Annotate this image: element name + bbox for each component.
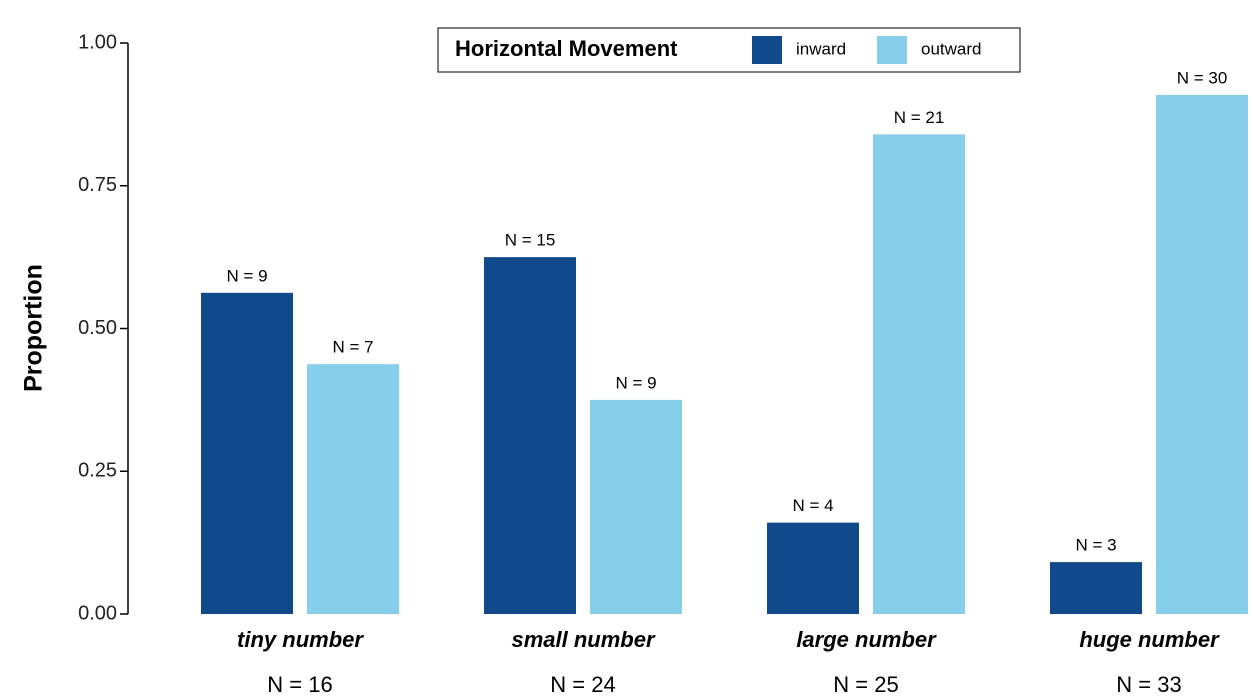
bar [873,134,965,615]
legend-swatch [877,36,907,64]
y-tick-label: 0.00 [78,602,117,624]
legend-label: outward [921,39,981,58]
legend-swatch [752,36,782,64]
category-count: N = 33 [1116,672,1181,697]
legend-title: Horizontal Movement [455,36,678,61]
data-label: N = 7 [332,338,373,357]
data-label: N = 4 [792,496,833,515]
x-tick-label: huge number [1079,627,1220,652]
legend-label: inward [796,39,846,58]
bar [1050,562,1142,614]
x-tick-label: small number [511,627,655,652]
y-tick-label: 0.25 [78,460,117,482]
category-count: N = 25 [833,672,898,697]
data-label: N = 3 [1075,536,1116,555]
category-count: N = 16 [267,672,332,697]
y-tick-label: 1.00 [78,31,117,53]
legend-box [437,27,1021,73]
y-tick-label: 0.75 [78,174,117,196]
bar [767,522,859,614]
x-tick-label: tiny number [237,627,364,652]
category-count: N = 24 [550,672,615,697]
y-tick-label: 0.50 [78,317,117,339]
bar [1156,94,1248,614]
data-label: N = 9 [226,266,267,285]
bar [484,257,576,614]
bar [201,292,293,614]
x-tick-label: large number [796,627,937,652]
data-label: N = 30 [1177,68,1228,87]
bar [590,399,682,614]
bar [307,364,399,614]
y-axis-title: Proportion [20,264,48,392]
data-label: N = 21 [894,108,945,127]
data-label: N = 15 [505,231,556,250]
data-label: N = 9 [615,373,656,392]
